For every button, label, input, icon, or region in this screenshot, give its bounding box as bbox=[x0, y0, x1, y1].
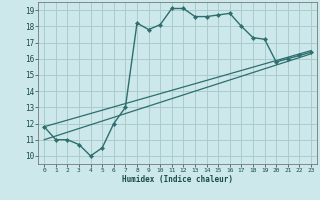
X-axis label: Humidex (Indice chaleur): Humidex (Indice chaleur) bbox=[122, 175, 233, 184]
